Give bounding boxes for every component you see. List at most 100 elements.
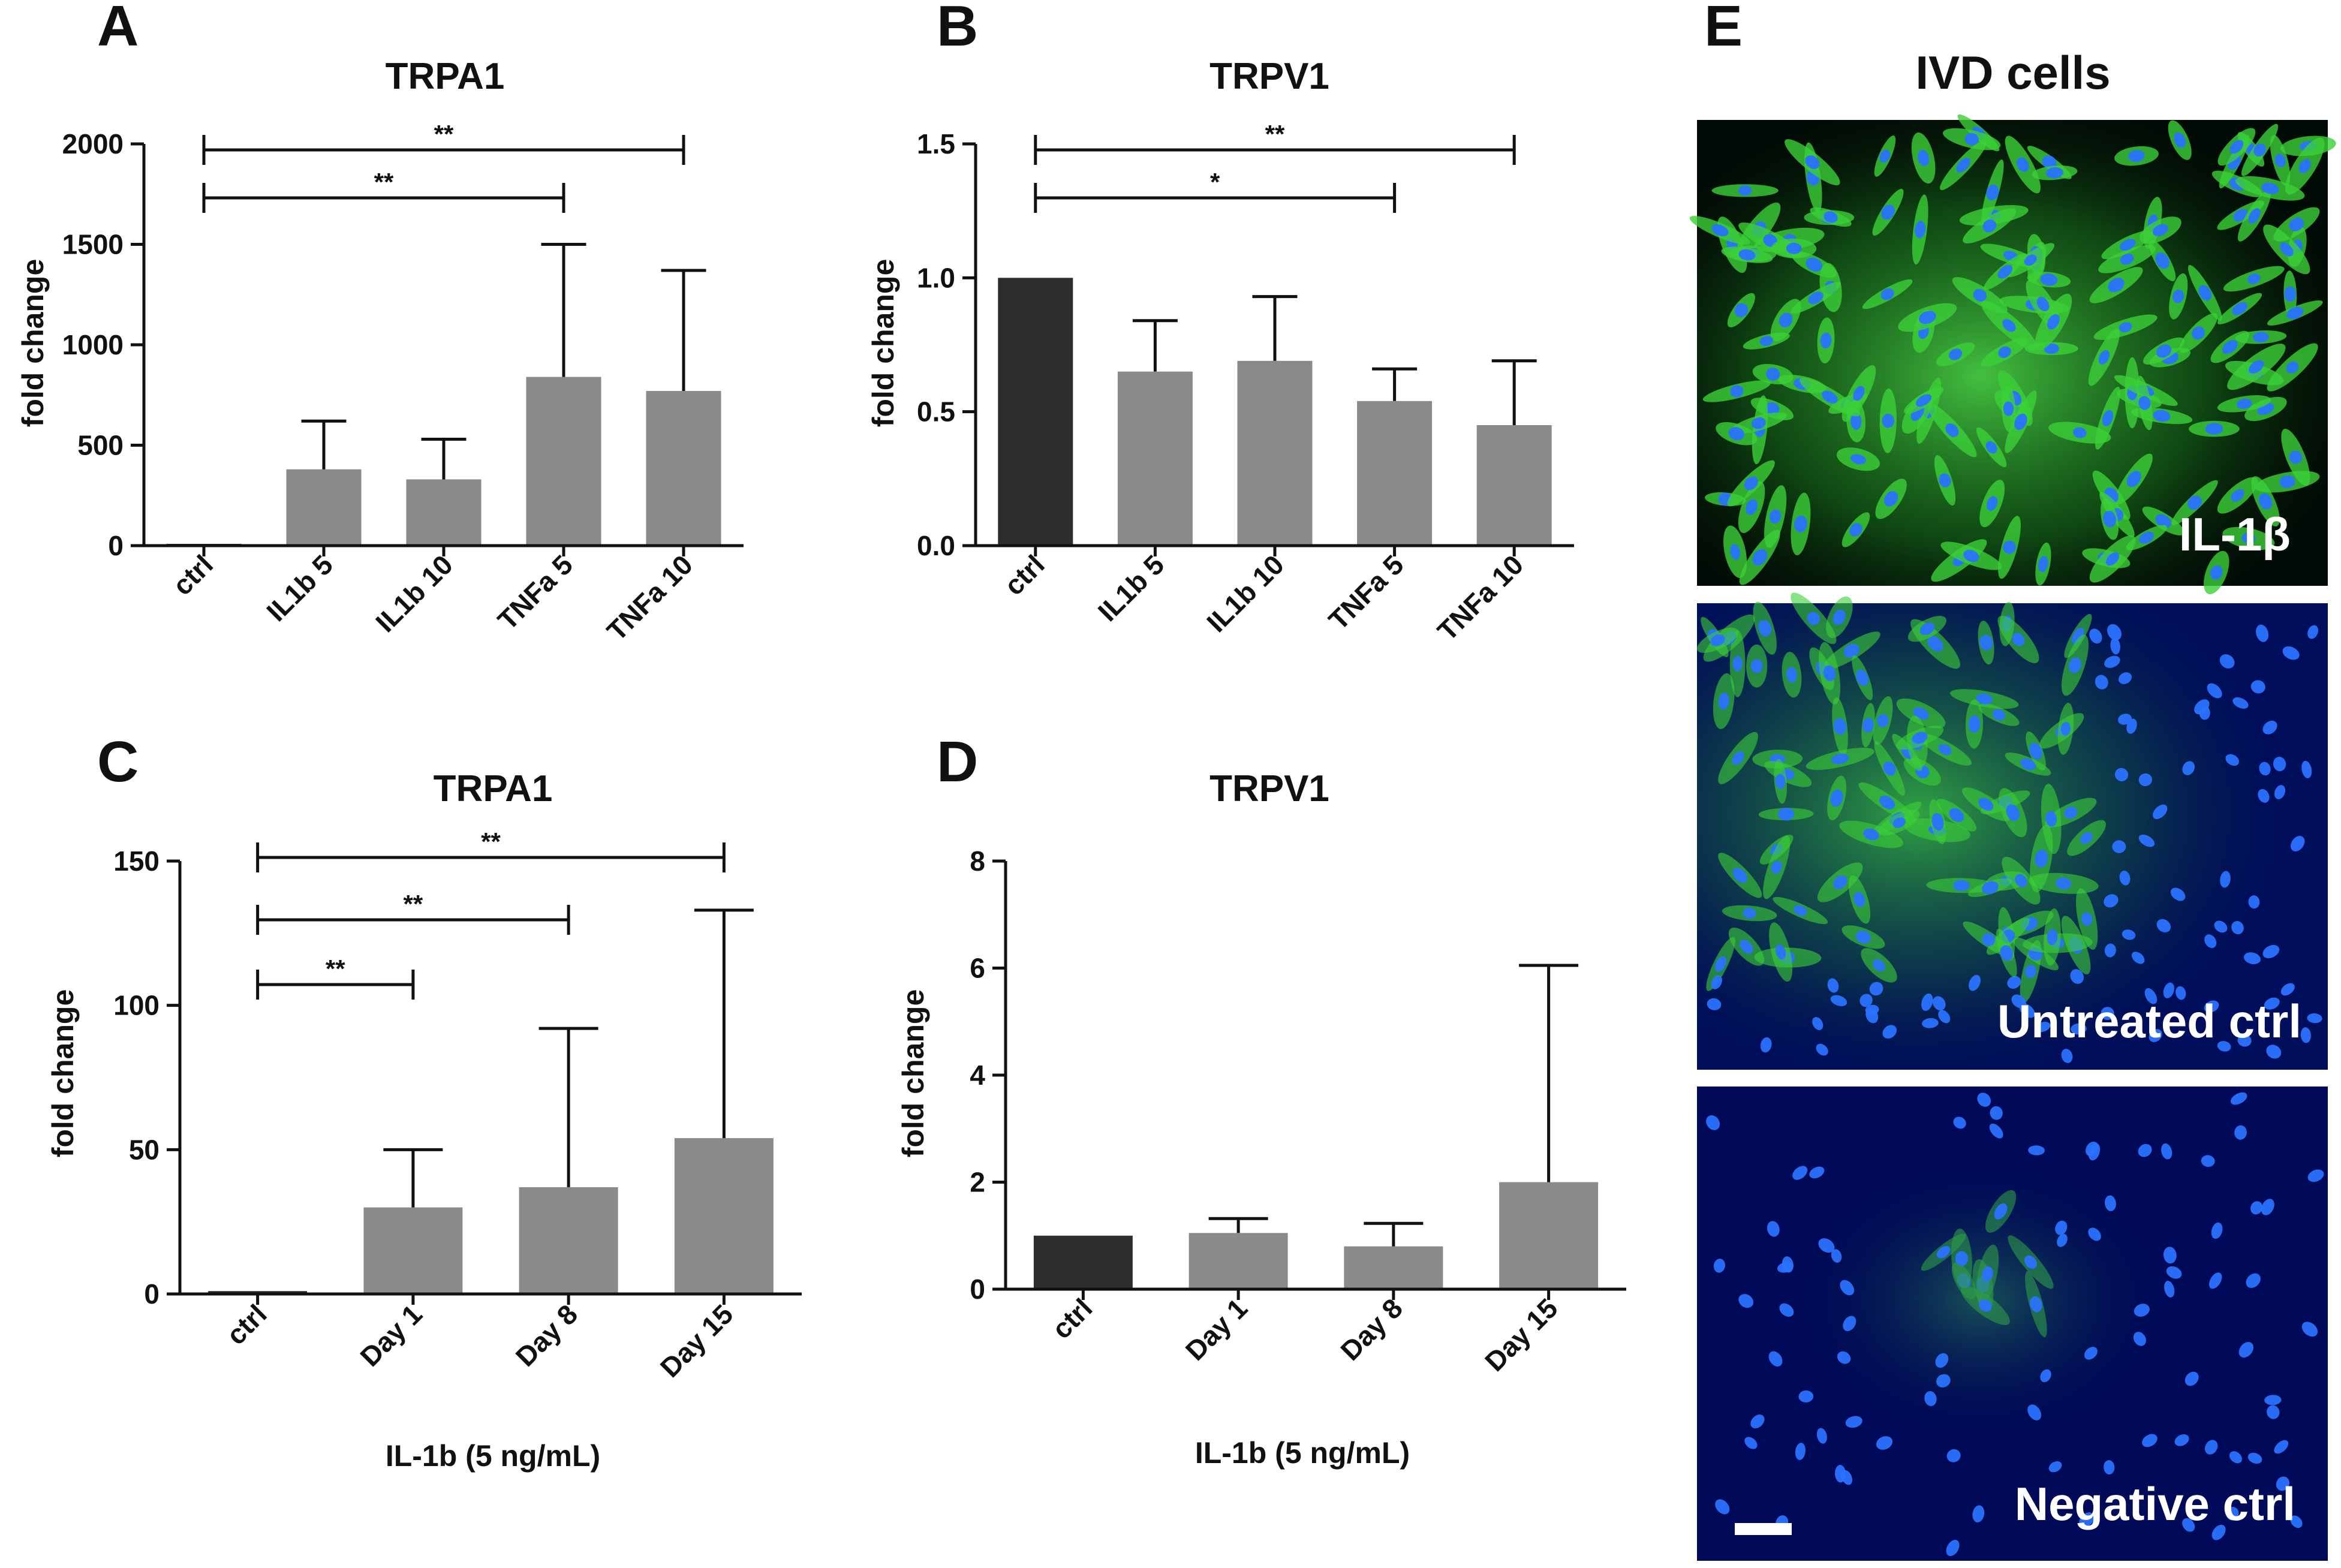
cell-nucleus [1948, 348, 1963, 360]
cell-nucleus [2027, 1404, 2042, 1420]
cell-nucleus [1812, 1017, 1824, 1030]
chart-title: TRPA1 [434, 768, 553, 809]
cell-nucleus [2232, 302, 2247, 315]
cell-nucleus [2262, 720, 2277, 735]
y-tick-label: 1.5 [917, 128, 955, 159]
cell-nucleus [2258, 493, 2273, 510]
cell-nucleus [1918, 149, 1930, 167]
cell-nucleus [1706, 1115, 1720, 1130]
cell-nucleus [2138, 1143, 2152, 1157]
panel-letter-c: C [97, 730, 139, 794]
significance-brackets: ** ** [202, 120, 685, 213]
cell-nucleus [1968, 715, 1981, 733]
error-bars [301, 243, 706, 480]
cell-nucleus [1809, 1166, 1825, 1179]
cell-nucleus [2182, 761, 2195, 775]
cell-nucleus [2264, 1395, 2282, 1406]
cell-nucleus [2035, 850, 2048, 868]
y-tick-label: 8 [970, 845, 985, 877]
cell-nucleus [2030, 1296, 2042, 1313]
cell-nucleus [2182, 1518, 2195, 1532]
y-tick-label: 4 [970, 1060, 985, 1091]
cell-nucleus [1738, 249, 1756, 261]
cell-nucleus [2119, 871, 2131, 886]
cell-nucleus [2192, 326, 2205, 340]
cell-nucleus [2138, 773, 2152, 787]
cell-nucleus [2204, 1440, 2218, 1455]
cell-nucleus [2118, 714, 2132, 725]
cell-nucleus [1969, 974, 1981, 991]
significance-brackets: ** ** ** [256, 827, 726, 1000]
cell-nucleus [1921, 993, 1933, 1011]
bars [208, 1138, 774, 1294]
y-axis-label: fold change [866, 259, 900, 428]
x-category-label: TNFa 10 [1431, 549, 1529, 646]
cell-nucleus [2307, 1169, 2324, 1182]
cell-nucleus [1728, 427, 1745, 441]
cell-nucleus [1936, 1246, 1951, 1259]
cell-nucleus [2079, 1512, 2095, 1527]
y-axis-label: fold change [896, 989, 930, 1158]
cell-nucleus [2080, 832, 2093, 844]
cell-nucleus [2045, 167, 2063, 179]
cell-nucleus [2024, 254, 2037, 266]
cell-nucleus [2298, 159, 2311, 173]
cytoplasm-glow [1697, 603, 2328, 1070]
cell-layer [1689, 114, 2336, 595]
cell-nucleus [1827, 978, 1839, 993]
cell-nucleus [1732, 751, 1744, 765]
cell-nucleus [2108, 278, 2125, 293]
cell-nucleus [1922, 1018, 1939, 1028]
bar-tnfa-10 [646, 391, 721, 546]
cell-nucleus [2301, 760, 2312, 778]
x-category-label: IL1b 5 [260, 549, 339, 627]
cell-nucleus [2102, 410, 2114, 426]
cell-nucleus [1718, 693, 1729, 710]
cell-nucleus [2155, 514, 2172, 528]
cell-nucleus [2289, 450, 2303, 464]
cell-nucleus [2106, 552, 2120, 566]
cell-nucleus [2156, 344, 2172, 358]
cell-nucleus [2238, 1341, 2254, 1358]
cell-nucleus [1730, 544, 1741, 560]
y-ticks: 0 50 100 150 [113, 845, 180, 1310]
bar-il1b-10 [1237, 360, 1313, 546]
cell-nucleus [1955, 1251, 1969, 1266]
cell-nucleus [1850, 412, 1862, 430]
cell-nucleus [2095, 675, 2108, 690]
cell-nucleus [2028, 1145, 2045, 1155]
x-category-label: IL1b 5 [1092, 549, 1170, 627]
panel-b-chart: B TRPV1 fold change 0.00.51.01.5 *** ctr… [866, 0, 1574, 647]
cell-nucleus [1931, 812, 1944, 830]
micrograph-il1b: IL-1β [1689, 114, 2336, 595]
cell-nucleus [1823, 665, 1836, 682]
cell-nucleus [1743, 907, 1756, 919]
x-category-label: ctrl [220, 1298, 272, 1350]
cell-nucleus [1856, 669, 1868, 686]
panel-c-chart: C TRPA1 fold change IL-1b (5 ng/mL) 0 50 1… [46, 730, 802, 1473]
micrograph-title: IVD cells [1915, 46, 2110, 99]
cell-nucleus [2231, 489, 2244, 502]
cell-nucleus [1880, 288, 1894, 300]
cell-nucleus [2020, 758, 2036, 771]
cell-nucleus [1882, 413, 1895, 428]
bar-day-1 [363, 1207, 463, 1294]
micrograph-caption: IL-1β [2179, 508, 2291, 561]
cell-nucleus [2220, 871, 2231, 888]
cell-nucleus [1963, 549, 1979, 562]
cell-nucleus [1715, 1499, 1730, 1515]
cell-nucleus [2214, 920, 2228, 933]
cell-nucleus [2138, 396, 2151, 410]
cell-nucleus [1778, 807, 1795, 821]
cell-nucleus [2250, 1201, 2263, 1215]
cell-nucleus [1994, 1203, 2008, 1220]
cell-nucleus [2207, 683, 2222, 699]
panel-e-micrographs: E IVD cells IL-1β Untreated ctrl Negativ… [1689, 0, 2336, 1561]
cell-nucleus [2104, 894, 2119, 908]
cell-nucleus [1876, 1436, 1893, 1450]
cell-nucleus [2204, 1000, 2219, 1013]
y-tick-label: 100 [113, 990, 160, 1021]
cell-nucleus [1918, 311, 1936, 324]
cell-nucleus [2089, 628, 2102, 644]
